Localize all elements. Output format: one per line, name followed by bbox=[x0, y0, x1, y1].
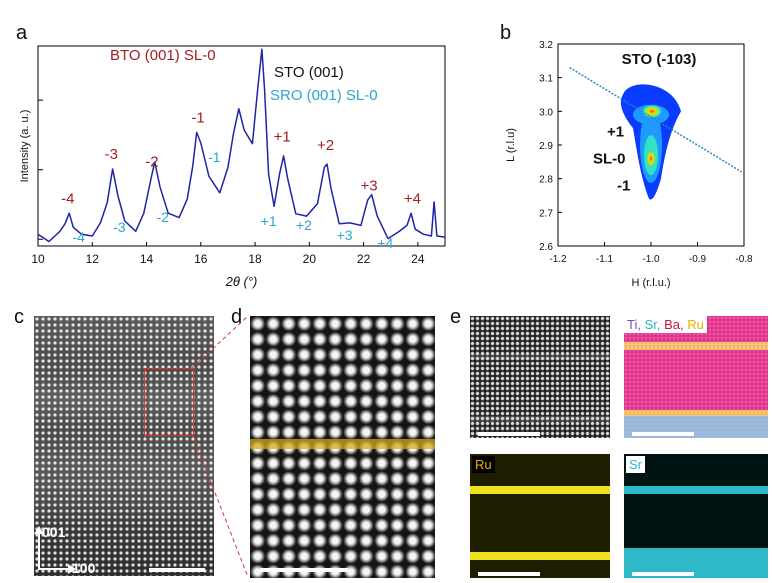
peak-label-bto: +2 bbox=[317, 137, 334, 154]
scale-bar bbox=[632, 572, 694, 576]
y-axis-title: Intensity (a. u.) bbox=[19, 110, 31, 183]
eds-haadf-image bbox=[470, 316, 610, 438]
xrd-chart: 10 12 14 16 18 20 22 24 2θ (°) Intensity (a. u.) -… bbox=[19, 45, 446, 289]
composite-element-label: Ti, Sr, Ba, Ru bbox=[624, 316, 707, 333]
x-tick-label: 10 bbox=[31, 252, 45, 266]
peak-label-bto: +1 bbox=[274, 129, 291, 146]
eds-sr-map: Sr bbox=[624, 454, 768, 578]
scale-bar bbox=[149, 568, 205, 572]
peak-label-sro: +2 bbox=[296, 217, 312, 233]
panel-label-c: c bbox=[14, 306, 24, 328]
peak-label-sro: +3 bbox=[337, 227, 353, 243]
rsm-peak-label: +1 bbox=[607, 124, 624, 141]
scale-bar bbox=[632, 432, 694, 436]
x-tick-label: 12 bbox=[86, 252, 100, 266]
peak-label-sro: -2 bbox=[157, 209, 170, 225]
peak-label-sro: -3 bbox=[113, 219, 126, 235]
scale-bar bbox=[478, 432, 540, 436]
zoom-connector-lines bbox=[191, 315, 249, 578]
element-label: Sr, bbox=[640, 317, 661, 332]
element-label: Ti, bbox=[627, 317, 641, 332]
x-tick-label: -1.1 bbox=[596, 254, 614, 265]
eds-ru-map: Ru bbox=[470, 454, 610, 578]
x-tick-label: -0.8 bbox=[735, 254, 753, 265]
rsm-chart: -1.2 -1.1 -1.0 -0.9 -0.8 2.6 2.7 2.8 2.9 3.0 3.1 3.… bbox=[505, 40, 753, 289]
x-tick-label: -1.0 bbox=[642, 254, 660, 265]
haadf-zoom-image bbox=[250, 316, 435, 578]
x-tick-label: -0.9 bbox=[689, 254, 707, 265]
peak-label-sro: +1 bbox=[261, 213, 277, 229]
ru-map-label: Ru bbox=[472, 456, 495, 473]
rsm-film-peak bbox=[646, 149, 656, 168]
peak-label-bto: +3 bbox=[360, 177, 377, 194]
x-axis-title: 2θ (°) bbox=[225, 274, 258, 289]
scale-bar bbox=[260, 568, 348, 572]
rsm-peak-label: STO (-103) bbox=[622, 51, 697, 68]
scale-bar bbox=[478, 572, 540, 576]
rsm-peak-label: -1 bbox=[617, 177, 630, 194]
y-tick-label: 3.0 bbox=[539, 107, 553, 118]
y-tick-label: 3.2 bbox=[539, 40, 553, 51]
x-tick-label: 20 bbox=[303, 252, 317, 266]
peak-label-bto: -4 bbox=[61, 190, 74, 207]
x-tick-label: 22 bbox=[357, 252, 371, 266]
peak-label-sro: -4 bbox=[72, 229, 85, 245]
rsm-substrate-peak bbox=[643, 105, 661, 118]
crystal-axes bbox=[34, 524, 76, 574]
haadf-overview-image: 001 100 bbox=[34, 316, 214, 576]
rsm-peak-label: SL-0 bbox=[593, 151, 626, 168]
panel-label-d: d bbox=[231, 306, 243, 328]
peak-label-sro: -1 bbox=[208, 149, 221, 165]
y-tick-label: 2.6 bbox=[539, 242, 553, 253]
panel-label-b: b bbox=[500, 22, 512, 44]
xrd-series-line bbox=[37, 48, 446, 243]
y-tick-label: 2.9 bbox=[539, 141, 553, 152]
sr-map-label: Sr bbox=[626, 456, 645, 473]
legend-sto: STO (001) bbox=[274, 64, 344, 81]
peak-label-sro: +4 bbox=[377, 235, 393, 251]
peak-label-bto: -2 bbox=[145, 153, 158, 170]
axis-label-100: 100 bbox=[72, 560, 96, 576]
panel-label-a: a bbox=[16, 22, 28, 44]
x-tick-label: 18 bbox=[248, 252, 262, 266]
peak-label-bto: -1 bbox=[191, 110, 204, 127]
peak-label-bto: +4 bbox=[404, 190, 421, 207]
legend-sro: SRO (001) SL-0 bbox=[270, 87, 378, 104]
peak-label-bto: -3 bbox=[105, 146, 118, 163]
legend-bto: BTO (001) SL-0 bbox=[110, 47, 216, 64]
element-label: Ba, bbox=[660, 317, 684, 332]
y-axis-title: L (r.l.u) bbox=[505, 128, 517, 162]
x-tick-label: 24 bbox=[411, 252, 425, 266]
x-tick-label: 16 bbox=[194, 252, 208, 266]
plot-frame bbox=[37, 45, 446, 247]
y-tick-label: 3.1 bbox=[539, 74, 553, 85]
element-label: Ru bbox=[683, 317, 704, 332]
x-axis-title: H (r.l.u.) bbox=[631, 277, 670, 289]
axis-label-001: 001 bbox=[42, 524, 66, 540]
x-tick-label: -1.2 bbox=[549, 254, 567, 265]
sro-layer-highlight bbox=[250, 439, 435, 449]
x-tick-label: 14 bbox=[140, 252, 154, 266]
y-tick-label: 2.7 bbox=[539, 208, 553, 219]
panel-label-e: e bbox=[450, 306, 462, 328]
zoom-region-box bbox=[144, 368, 194, 436]
eds-composite-map: Ti, Sr, Ba, Ru bbox=[624, 316, 768, 438]
y-tick-label: 2.8 bbox=[539, 175, 553, 186]
